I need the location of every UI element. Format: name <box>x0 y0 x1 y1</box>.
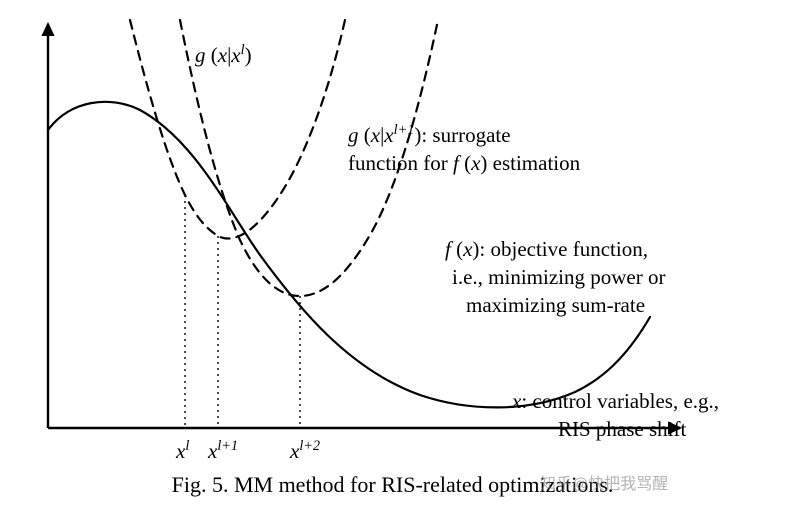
label-x-desc-line2: RIS phase shift <box>558 416 686 442</box>
label-g-xl1-line2: function for f (x) estimation <box>348 150 580 176</box>
tick-xl1: xl+1 <box>208 438 238 464</box>
watermark: 知乎@快把我骂醒 <box>540 470 668 494</box>
label-f-line1: f (x): objective function, <box>445 236 648 262</box>
label-x-desc-line1: x: control variables, e.g., <box>512 388 719 414</box>
tick-xl: xl <box>176 438 189 464</box>
label-f-line2: i.e., minimizing power or <box>452 264 665 290</box>
label-g-xl: g (x|xl) <box>195 42 252 68</box>
label-g-xl1-line1: g (x|xl+1): surrogate <box>348 122 511 148</box>
figure-canvas: { "figure": { "type": "diagram", "width"… <box>0 0 785 508</box>
label-f-line3: maximizing sum-rate <box>466 292 645 318</box>
tick-xl2: xl+2 <box>290 438 320 464</box>
